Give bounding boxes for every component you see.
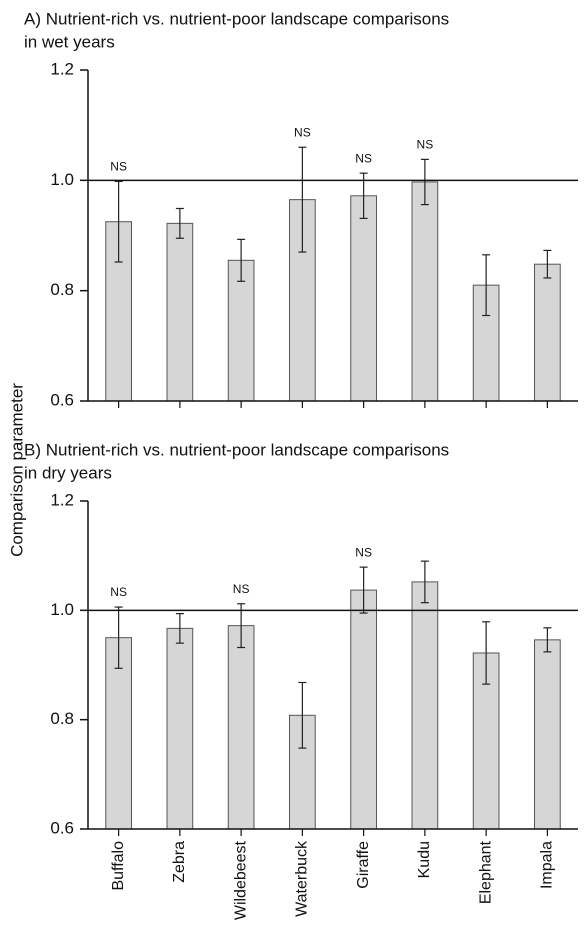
x-tick-label: Impala (539, 841, 556, 889)
x-tick-label: Kudu (416, 841, 433, 878)
annotation: NS (294, 125, 311, 139)
bar (350, 195, 377, 402)
y-axis-label: Comparison parameter (7, 383, 26, 557)
y-tick-label: 1.2 (50, 490, 74, 509)
x-tick-label: Zebra (171, 841, 188, 883)
y-tick-label: 0.6 (50, 390, 74, 409)
chart-title: in dry years (24, 463, 112, 482)
bar (227, 625, 255, 830)
bar (105, 637, 132, 830)
bar (350, 589, 377, 830)
bar (534, 639, 561, 830)
y-tick-label: 1.0 (50, 170, 74, 189)
y-tick-label: 1.2 (50, 59, 74, 78)
annotation: NS (355, 545, 372, 559)
x-tick-label: Waterbuck (294, 840, 311, 917)
bar (166, 222, 194, 402)
bar (534, 263, 561, 402)
annotation: NS (355, 151, 372, 165)
x-tick-label: Elephant (477, 840, 494, 904)
bar (166, 627, 194, 830)
annotation: NS (233, 582, 250, 596)
y-tick-label: 0.6 (50, 818, 74, 837)
chart-title: in wet years (24, 32, 115, 51)
y-tick-label: 0.8 (50, 280, 74, 299)
chart-title: B) Nutrient-rich vs. nutrient-poor lands… (24, 440, 449, 459)
bar (411, 181, 439, 402)
bar (411, 581, 439, 830)
annotation: NS (110, 585, 127, 599)
y-tick-label: 1.0 (50, 600, 74, 619)
x-tick-label: Giraffe (355, 841, 372, 889)
x-tick-label: Buffalo (110, 841, 127, 891)
annotation: NS (417, 138, 434, 152)
y-tick-label: 0.8 (50, 709, 74, 728)
x-tick-label: Wildebeest (232, 840, 249, 920)
chart-title: A) Nutrient-rich vs. nutrient-poor lands… (24, 9, 449, 28)
annotation: NS (110, 160, 127, 174)
